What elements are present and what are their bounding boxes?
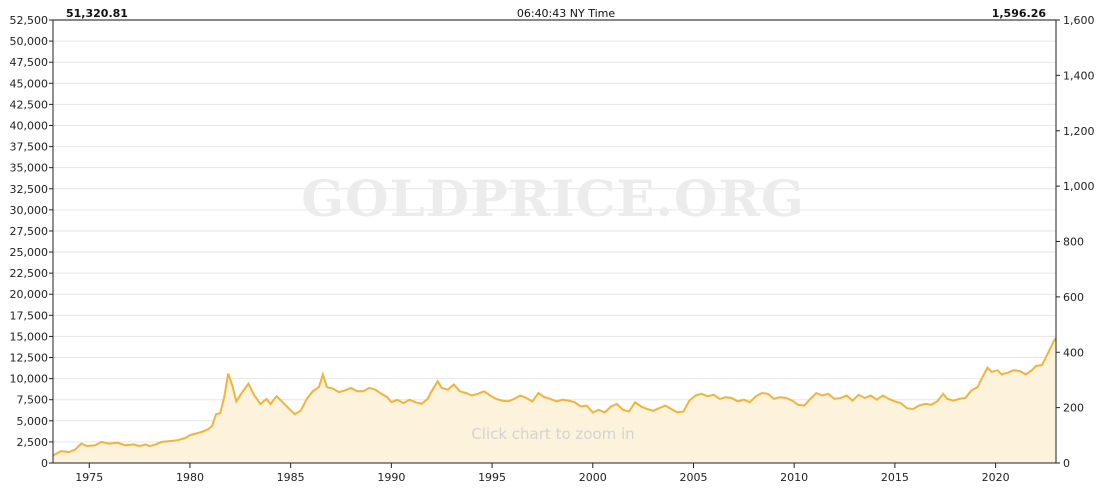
x-tick-label: 2015: [881, 471, 909, 484]
left-tick-label: 35,000: [10, 162, 49, 175]
right-tick-label: 1,600: [1063, 14, 1095, 27]
x-tick-label: 1995: [478, 471, 506, 484]
x-axis-ticks: 1975 1980 1985 1990 1995 2000 2005 2010 2015 2020: [75, 463, 1010, 484]
left-tick-label: 5,000: [17, 415, 49, 428]
right-tick-label: 1,200: [1063, 125, 1095, 138]
right-tick-label: 200: [1063, 402, 1084, 415]
right-tick-label: 800: [1063, 236, 1084, 249]
header-time: 06:40:43 NY Time: [517, 7, 615, 20]
left-tick-label: 22,500: [10, 267, 49, 280]
left-tick-label: 2,500: [17, 436, 49, 449]
price-area-fill: [53, 338, 1056, 463]
left-tick-label: 47,500: [10, 56, 49, 69]
left-tick-label: 37,500: [10, 141, 49, 154]
axes: [52, 20, 1057, 464]
x-tick-label: 1975: [75, 471, 103, 484]
left-tick-label: 27,500: [10, 225, 49, 238]
left-tick-label: 12,500: [10, 352, 49, 365]
left-tick-label: 45,000: [10, 77, 49, 90]
left-tick-label: 20,000: [10, 288, 49, 301]
left-tick-label: 0: [41, 457, 48, 470]
right-tick-label: 0: [1063, 457, 1070, 470]
x-tick-label: 2000: [579, 471, 607, 484]
header-right-value: 1,596.26: [992, 7, 1047, 20]
zoom-hint: Click chart to zoom in: [471, 425, 634, 443]
left-tick-label: 50,000: [10, 35, 49, 48]
grid-lines: [53, 19, 1056, 464]
left-tick-label: 17,500: [10, 309, 49, 322]
right-tick-label: 1,400: [1063, 69, 1095, 82]
x-tick-label: 2005: [679, 471, 707, 484]
right-tick-label: 1,000: [1063, 180, 1095, 193]
price-line: [52, 337, 1057, 457]
left-tick-label: 7,500: [17, 394, 49, 407]
x-tick-label: 2020: [982, 471, 1010, 484]
left-tick-label: 40,000: [10, 119, 49, 132]
left-tick-label: 32,500: [10, 183, 49, 196]
right-tick-label: 600: [1063, 291, 1084, 304]
x-tick-label: 2010: [780, 471, 808, 484]
left-tick-label: 42,500: [10, 98, 49, 111]
right-tick-label: 400: [1063, 346, 1084, 359]
x-tick-label: 1985: [277, 471, 305, 484]
header-left-value: 51,320.81: [66, 7, 128, 20]
left-tick-label: 52,500: [10, 14, 49, 27]
x-tick-label: 1980: [176, 471, 204, 484]
watermark: GOLDPRICE.ORG: [301, 169, 804, 228]
left-tick-label: 10,000: [10, 373, 49, 386]
left-tick-label: 15,000: [10, 330, 49, 343]
x-tick-label: 1990: [377, 471, 405, 484]
right-axis-ticks: 0 200 400 600 800 1,000 1,200 1,400 1,600: [1056, 14, 1095, 470]
left-axis-ticks: 0 2,500 5,000 7,500 10,000 12,500 15,000 17,500…: [10, 14, 53, 470]
left-tick-label: 25,000: [10, 246, 49, 259]
left-tick-label: 30,000: [10, 204, 49, 217]
